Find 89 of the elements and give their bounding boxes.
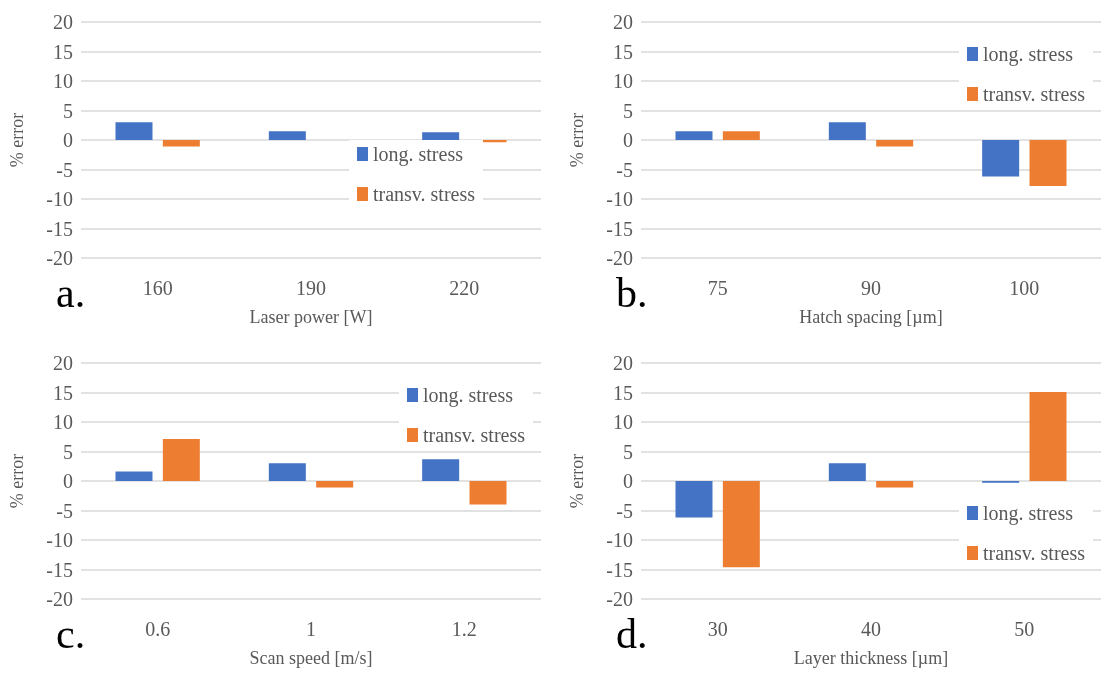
y-tick-label: 0: [63, 470, 73, 492]
y-tick-label: -15: [46, 558, 73, 581]
y-tick-label: 5: [63, 440, 73, 463]
bar: [828, 463, 866, 481]
bar: [268, 131, 306, 140]
x-tick-label: 190: [296, 277, 326, 299]
legend-label: transv. stress: [422, 424, 526, 446]
bar: [422, 459, 460, 481]
y-tick-label: -20: [606, 588, 633, 610]
y-tick-label: -15: [606, 558, 633, 581]
bar: [828, 122, 866, 140]
bar: [268, 463, 306, 481]
x-tick-label: 30: [707, 618, 728, 640]
bar: [982, 140, 1020, 177]
y-tick-label: -10: [46, 188, 73, 210]
bar: [1029, 391, 1067, 481]
y-tick-label: 20: [53, 11, 73, 33]
x-tick-label: 1.2: [451, 618, 477, 640]
bar: [115, 471, 153, 481]
bar: [115, 122, 153, 140]
y-axis-title: % error: [7, 112, 27, 168]
y-tick-label: 5: [623, 99, 633, 122]
y-tick-label: -10: [606, 529, 633, 551]
x-axis-title: Hatch spacing [µm]: [799, 307, 943, 327]
legend-label: transv. stress: [982, 83, 1086, 105]
y-tick-label: 0: [63, 129, 73, 151]
y-tick-label: -5: [56, 499, 73, 522]
legend-label: transv. stress: [982, 542, 1086, 564]
y-tick-label: 20: [613, 11, 633, 33]
bar: [876, 481, 914, 488]
text: a.: [56, 270, 86, 316]
y-tick-label: 15: [53, 40, 73, 63]
y-tick-label: -5: [56, 158, 73, 181]
y-tick-label: -20: [606, 247, 633, 269]
legend-label: long. stress: [982, 502, 1074, 525]
x-tick-label: 1: [306, 618, 316, 640]
y-tick-label: 10: [53, 70, 73, 92]
x-tick-label: 50: [1014, 618, 1035, 640]
y-tick-label: -15: [606, 217, 633, 240]
bar: [422, 132, 460, 140]
x-tick-label: 40: [861, 618, 881, 640]
y-tick-label: -20: [46, 588, 73, 610]
y-tick-label: 10: [613, 70, 633, 92]
text: d.: [616, 611, 648, 657]
text: c.: [56, 611, 86, 657]
y-tick-label: 20: [613, 352, 633, 374]
y-tick-label: -20: [46, 247, 73, 269]
y-axis-title: % error: [567, 112, 587, 168]
x-axis-title: Scan speed [m/s]: [249, 648, 373, 668]
bar: [722, 481, 760, 568]
bar: [162, 439, 200, 481]
bar: [722, 131, 760, 140]
y-tick-label: 10: [613, 411, 633, 433]
x-tick-label: 90: [861, 277, 881, 299]
y-tick-label: 5: [63, 99, 73, 122]
legend-label: long. stress: [982, 43, 1074, 66]
bar: [316, 481, 354, 488]
y-tick-label: 10: [53, 411, 73, 433]
y-tick-label: 0: [623, 129, 633, 151]
y-tick-label: -5: [616, 158, 633, 181]
y-tick-label: -10: [46, 529, 73, 551]
legend-label: long. stress: [372, 143, 464, 166]
bar: [1029, 140, 1067, 187]
x-tick-label: 220: [449, 277, 480, 299]
x-tick-label: 75: [707, 277, 728, 299]
y-tick-label: 5: [623, 440, 633, 463]
y-tick-label: -10: [606, 188, 633, 210]
x-tick-label: 100: [1009, 277, 1040, 299]
x-axis-title: Laser power [W]: [249, 307, 373, 327]
bar: [876, 140, 914, 147]
bar: [162, 140, 200, 147]
y-tick-label: 20: [53, 352, 73, 374]
y-tick-label: 15: [613, 40, 633, 63]
bar: [469, 481, 507, 505]
legend-label: transv. stress: [372, 183, 476, 205]
bar: [675, 481, 713, 518]
y-tick-label: 15: [613, 381, 633, 404]
y-tick-label: -5: [616, 499, 633, 522]
x-tick-label: 0.6: [145, 618, 171, 640]
y-tick-label: 15: [53, 381, 73, 404]
x-axis-title: Layer thickness [µm]: [793, 648, 949, 668]
y-axis-title: % error: [567, 453, 587, 509]
y-tick-label: 0: [623, 470, 633, 492]
bar: [675, 131, 713, 140]
y-tick-label: -15: [46, 217, 73, 240]
legend-label: long. stress: [422, 384, 514, 407]
y-axis-title: % error: [7, 453, 27, 509]
text: b.: [616, 270, 648, 316]
x-tick-label: 160: [142, 277, 173, 299]
